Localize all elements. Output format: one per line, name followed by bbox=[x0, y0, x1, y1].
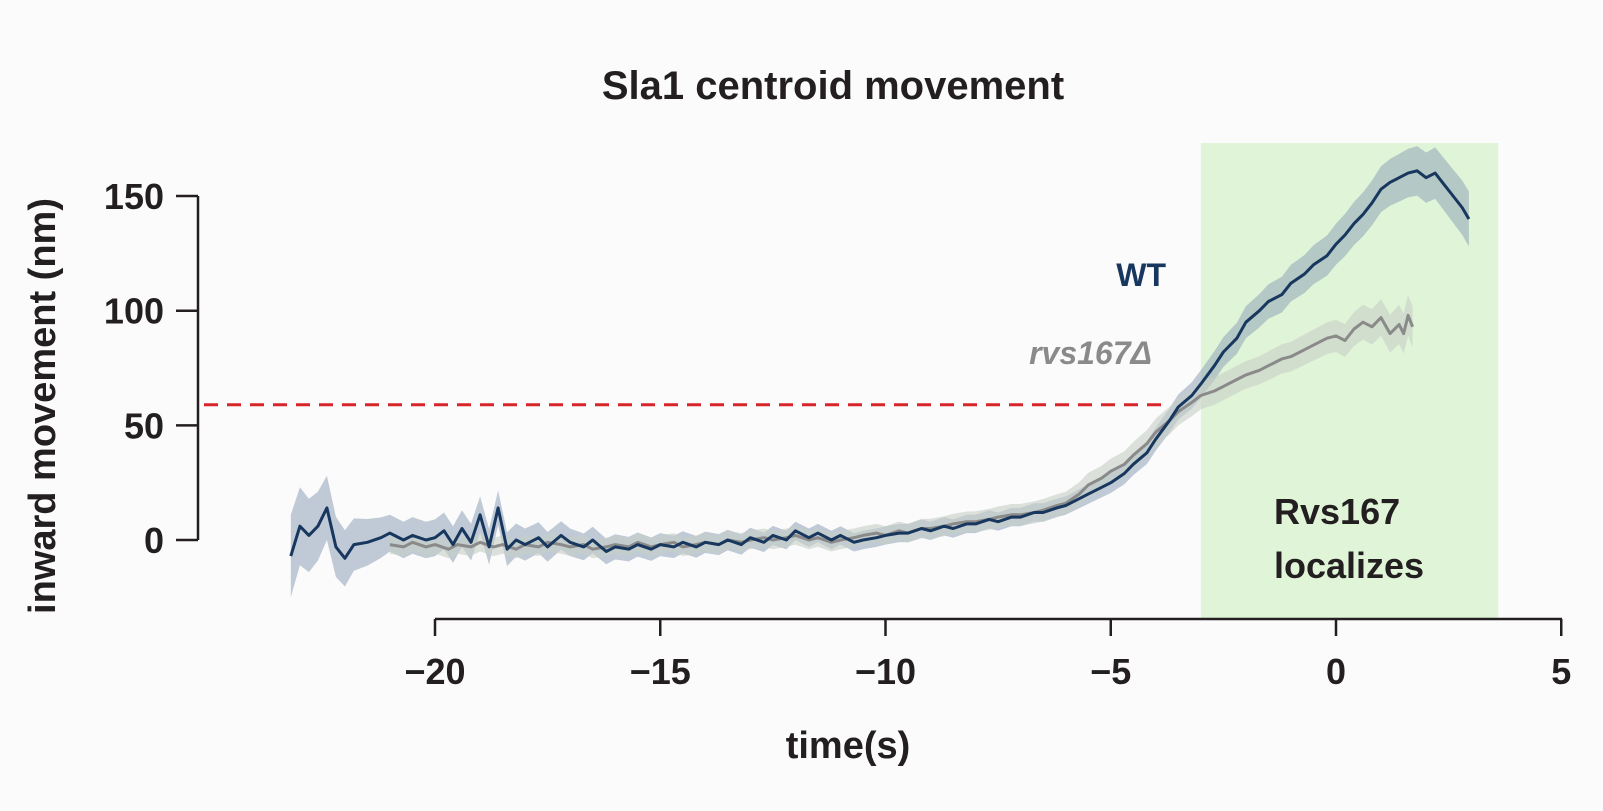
x-tick-label: −15 bbox=[630, 651, 691, 692]
line-wt bbox=[289, 169, 1471, 560]
annotation-line-2: localizes bbox=[1274, 545, 1424, 586]
y-tick-label: 50 bbox=[124, 405, 164, 446]
y-axis-label: inward movement (nm) bbox=[22, 198, 64, 614]
confidence-bands bbox=[290, 146, 1469, 598]
y-tick-label: 0 bbox=[144, 520, 164, 561]
y-ticks: 0 50 100 150 bbox=[104, 176, 198, 561]
x-tick-label: −20 bbox=[404, 651, 465, 692]
annotation-line-1: Rvs167 bbox=[1274, 491, 1400, 532]
x-ticks: −20 −15 −10 −5 0 5 bbox=[404, 619, 1571, 692]
chart-title: Sla1 centroid movement bbox=[602, 64, 1064, 108]
x-tick-label: −10 bbox=[855, 651, 916, 692]
y-tick-label: 150 bbox=[104, 176, 164, 217]
series-label-rvs167: rvs167Δ bbox=[1029, 335, 1152, 371]
x-axis-label: time(s) bbox=[786, 725, 911, 767]
x-tick-label: 0 bbox=[1326, 651, 1346, 692]
x-tick-label: 5 bbox=[1551, 651, 1571, 692]
series-label-wt: WT bbox=[1116, 257, 1166, 293]
series-lines bbox=[289, 169, 1471, 560]
x-tick-label: −5 bbox=[1090, 651, 1131, 692]
y-tick-label: 100 bbox=[104, 291, 164, 332]
